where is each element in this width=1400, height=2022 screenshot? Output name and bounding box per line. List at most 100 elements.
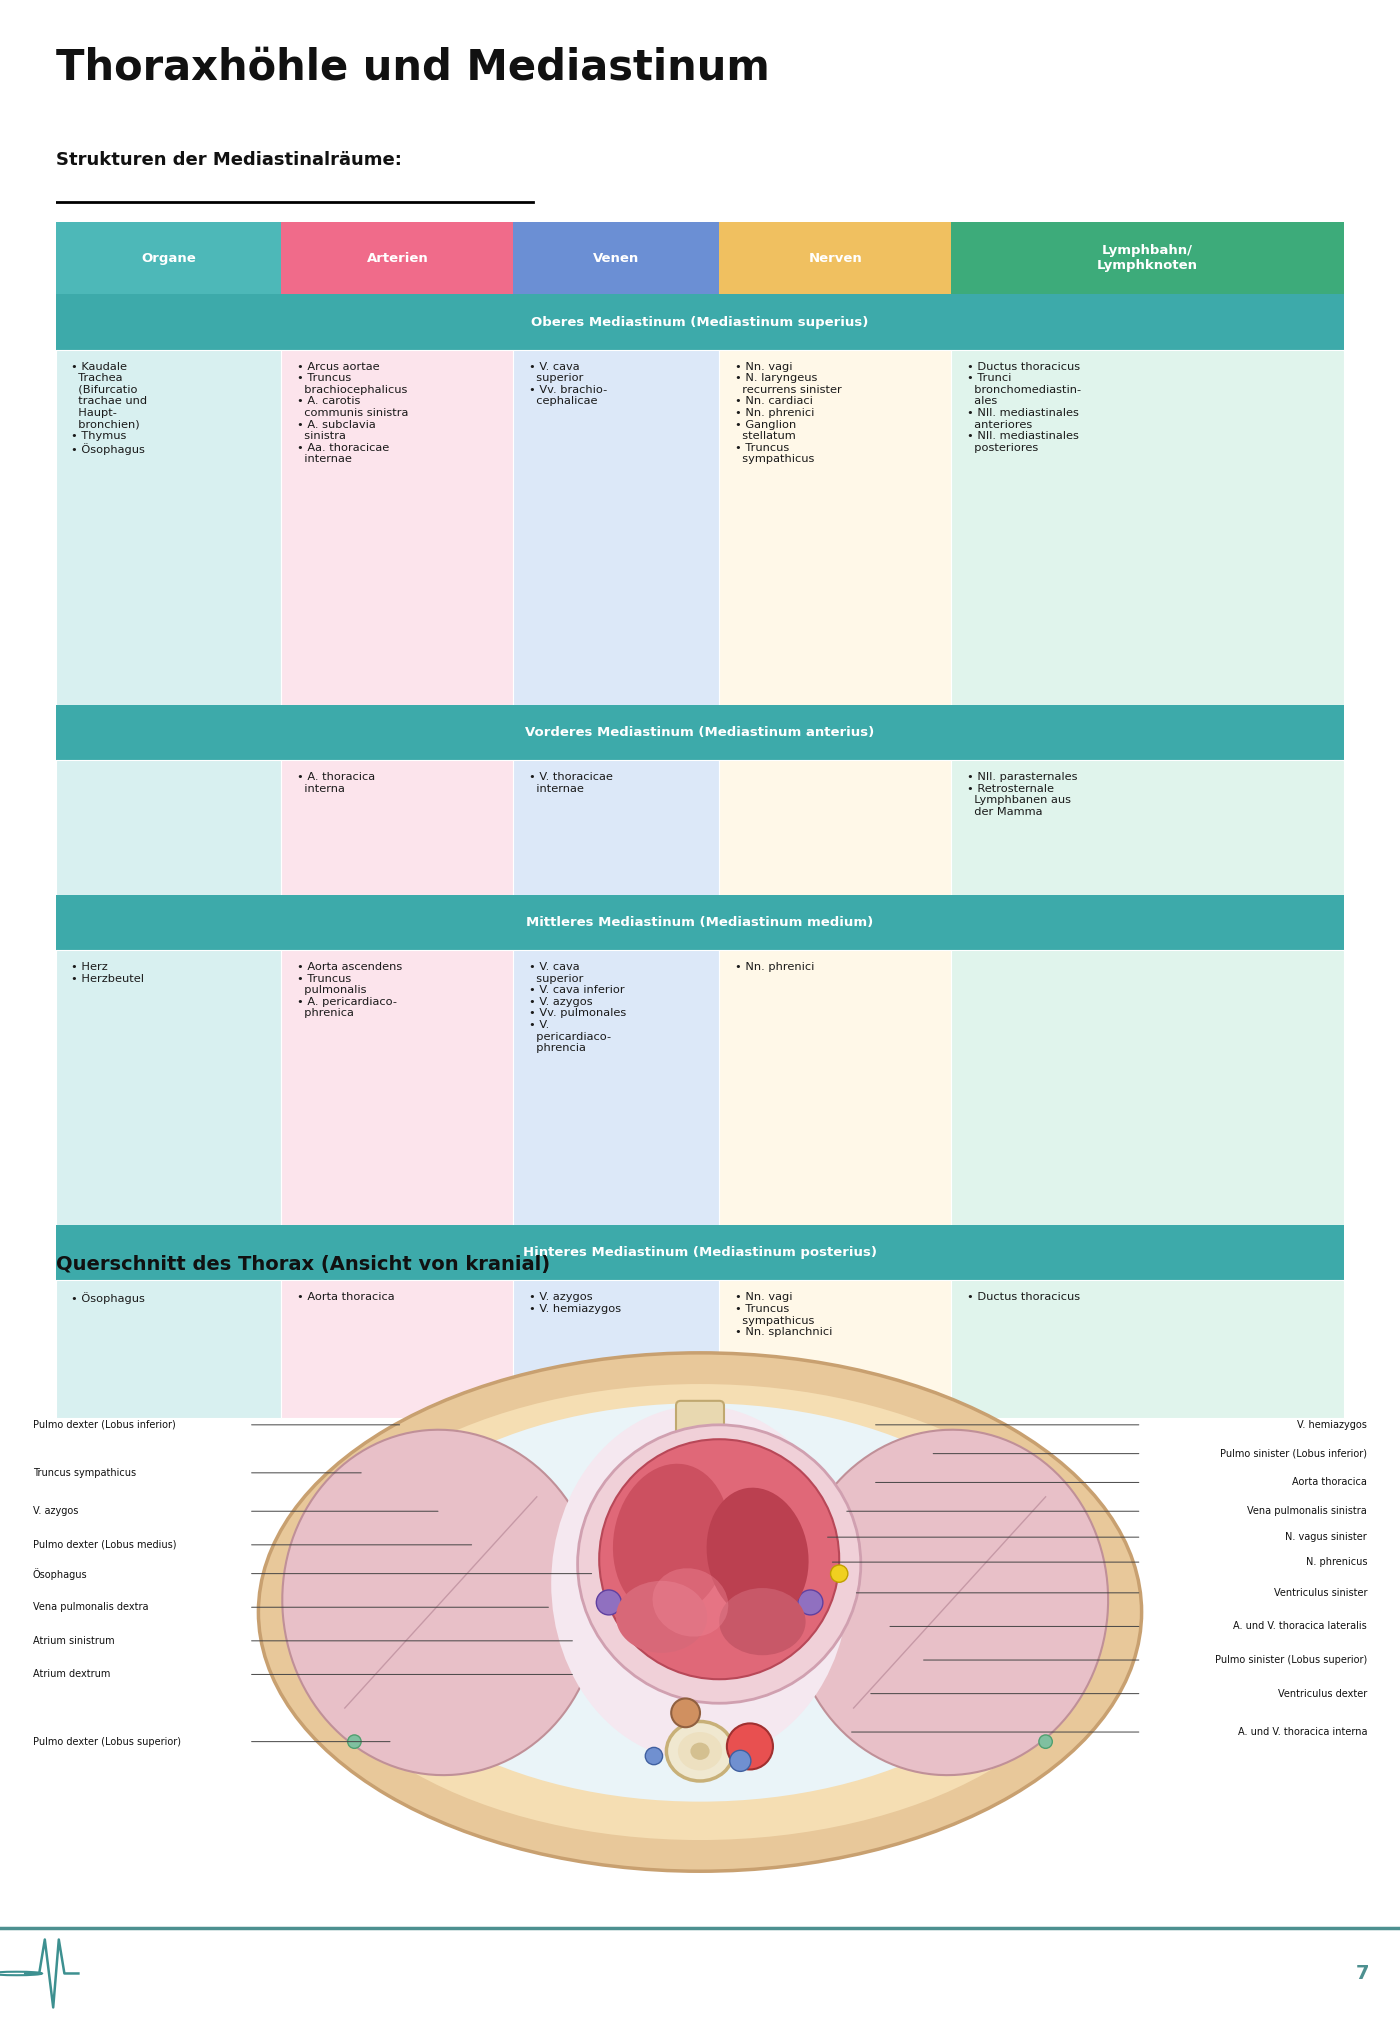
- Text: Thoraxhöhle und Mediastinum: Thoraxhöhle und Mediastinum: [56, 47, 770, 89]
- Ellipse shape: [599, 1440, 839, 1678]
- FancyBboxPatch shape: [281, 760, 514, 896]
- Text: Oberes Mediastinum (Mediastinum superius): Oberes Mediastinum (Mediastinum superius…: [532, 315, 868, 328]
- Text: • V. thoracicae
  internae: • V. thoracicae internae: [529, 772, 613, 793]
- Text: • Nn. vagi
• Truncus
  sympathicus
• Nn. splanchnici: • Nn. vagi • Truncus sympathicus • Nn. s…: [735, 1292, 832, 1337]
- FancyBboxPatch shape: [56, 950, 281, 1225]
- Text: • Herz
• Herzbeutel: • Herz • Herzbeutel: [71, 962, 144, 983]
- Circle shape: [727, 1723, 773, 1769]
- FancyBboxPatch shape: [720, 1280, 951, 1419]
- Ellipse shape: [259, 1353, 1141, 1870]
- Ellipse shape: [720, 1587, 805, 1656]
- Circle shape: [671, 1698, 700, 1727]
- Circle shape: [1039, 1735, 1053, 1749]
- FancyBboxPatch shape: [951, 760, 1344, 896]
- Text: A. und V. thoracica interna: A. und V. thoracica interna: [1238, 1727, 1368, 1737]
- FancyBboxPatch shape: [281, 950, 514, 1225]
- Text: Vena pulmonalis sinistra: Vena pulmonalis sinistra: [1247, 1506, 1368, 1516]
- FancyBboxPatch shape: [281, 222, 514, 295]
- Ellipse shape: [578, 1426, 861, 1703]
- FancyBboxPatch shape: [951, 950, 1344, 1225]
- Ellipse shape: [297, 1383, 1103, 1840]
- Text: Pulmo sinister (Lobus inferior): Pulmo sinister (Lobus inferior): [1221, 1448, 1368, 1458]
- Ellipse shape: [678, 1733, 722, 1771]
- Text: A. und V. thoracica lateralis: A. und V. thoracica lateralis: [1233, 1622, 1368, 1632]
- FancyBboxPatch shape: [56, 295, 1344, 350]
- Text: Pulmo sinister (Lobus superior): Pulmo sinister (Lobus superior): [1215, 1656, 1368, 1664]
- Text: • Ösophagus: • Ösophagus: [71, 1292, 146, 1304]
- Ellipse shape: [791, 1430, 1109, 1775]
- Text: Ösophagus: Ösophagus: [32, 1567, 87, 1579]
- Text: Ventriculus dexter: Ventriculus dexter: [1278, 1688, 1368, 1698]
- Text: Organe: Organe: [141, 253, 196, 265]
- FancyBboxPatch shape: [56, 760, 281, 896]
- Text: N. vagus sinister: N. vagus sinister: [1285, 1533, 1368, 1543]
- Text: • Nll. parasternales
• Retrosternale
  Lymphbanen aus
  der Mamma: • Nll. parasternales • Retrosternale Lym…: [966, 772, 1077, 817]
- Ellipse shape: [690, 1743, 710, 1759]
- Text: • V. azygos
• V. hemiazygos: • V. azygos • V. hemiazygos: [529, 1292, 620, 1314]
- Circle shape: [798, 1589, 823, 1616]
- Text: Hinteres Mediastinum (Mediastinum posterius): Hinteres Mediastinum (Mediastinum poster…: [524, 1246, 876, 1260]
- Text: Vorderes Mediastinum (Mediastinum anterius): Vorderes Mediastinum (Mediastinum anteri…: [525, 726, 875, 738]
- Text: Strukturen der Mediastinalräume:: Strukturen der Mediastinalräume:: [56, 152, 402, 170]
- FancyBboxPatch shape: [281, 1280, 514, 1419]
- Text: Mittleres Mediastinum (Mediastinum medium): Mittleres Mediastinum (Mediastinum mediu…: [526, 916, 874, 928]
- Text: • Kaudale
  Trachea
  (Bifurcatio
  trachae und
  Haupt-
  bronchien)
• Thymus
•: • Kaudale Trachea (Bifurcatio trachae un…: [71, 362, 147, 455]
- Text: Atrium sinistrum: Atrium sinistrum: [32, 1636, 115, 1646]
- Ellipse shape: [552, 1405, 848, 1761]
- Text: • V. cava
  superior
• Vv. brachio-
  cephalicae: • V. cava superior • Vv. brachio- cephal…: [529, 362, 608, 406]
- Text: Lymphbahn/
Lymphknoten: Lymphbahn/ Lymphknoten: [1098, 245, 1198, 273]
- Text: • Nn. phrenici: • Nn. phrenici: [735, 962, 815, 973]
- FancyBboxPatch shape: [951, 1280, 1344, 1419]
- Text: 7: 7: [1355, 1963, 1369, 1984]
- Text: • A. thoracica
  interna: • A. thoracica interna: [297, 772, 375, 793]
- FancyBboxPatch shape: [720, 350, 951, 706]
- FancyBboxPatch shape: [720, 222, 951, 295]
- FancyBboxPatch shape: [56, 350, 281, 706]
- FancyBboxPatch shape: [951, 222, 1344, 295]
- Text: • Aorta ascendens
• Truncus
  pulmonalis
• A. pericardiaco-
  phrenica: • Aorta ascendens • Truncus pulmonalis •…: [297, 962, 402, 1019]
- Text: Vena pulmonalis dextra: Vena pulmonalis dextra: [32, 1601, 148, 1612]
- FancyBboxPatch shape: [56, 1225, 1344, 1280]
- FancyBboxPatch shape: [514, 1280, 720, 1419]
- Circle shape: [729, 1751, 750, 1771]
- Text: V. azygos: V. azygos: [32, 1506, 78, 1516]
- Circle shape: [645, 1747, 662, 1765]
- Text: Venen: Venen: [594, 253, 640, 265]
- Text: Ventriculus sinister: Ventriculus sinister: [1274, 1587, 1368, 1597]
- Text: Arterien: Arterien: [367, 253, 428, 265]
- Circle shape: [830, 1565, 848, 1583]
- Text: • V. cava
  superior
• V. cava inferior
• V. azygos
• Vv. pulmonales
• V.
  peri: • V. cava superior • V. cava inferior • …: [529, 962, 626, 1053]
- Text: Nerven: Nerven: [808, 253, 862, 265]
- FancyBboxPatch shape: [56, 1280, 281, 1419]
- Text: • Aorta thoracica: • Aorta thoracica: [297, 1292, 395, 1302]
- Text: Querschnitt des Thorax (Ansicht von kranial): Querschnitt des Thorax (Ansicht von kran…: [56, 1256, 550, 1274]
- Text: Aorta thoracica: Aorta thoracica: [1292, 1478, 1368, 1488]
- Text: • Ductus thoracicus: • Ductus thoracicus: [966, 1292, 1079, 1302]
- Text: • Nn. vagi
• N. laryngeus
  recurrens sinister
• Nn. cardiaci
• Nn. phrenici
• G: • Nn. vagi • N. laryngeus recurrens sini…: [735, 362, 841, 465]
- Text: Truncus sympathicus: Truncus sympathicus: [32, 1468, 136, 1478]
- FancyBboxPatch shape: [56, 706, 1344, 760]
- Text: Pulmo dexter (Lobus medius): Pulmo dexter (Lobus medius): [32, 1541, 176, 1549]
- Ellipse shape: [666, 1721, 734, 1781]
- FancyBboxPatch shape: [951, 350, 1344, 706]
- Text: Pulmo dexter (Lobus superior): Pulmo dexter (Lobus superior): [32, 1737, 181, 1747]
- Text: Atrium dextrum: Atrium dextrum: [32, 1670, 111, 1680]
- FancyBboxPatch shape: [281, 350, 514, 706]
- FancyBboxPatch shape: [56, 896, 1344, 950]
- Ellipse shape: [652, 1569, 728, 1636]
- FancyBboxPatch shape: [514, 950, 720, 1225]
- Ellipse shape: [350, 1403, 1050, 1802]
- Circle shape: [596, 1589, 622, 1616]
- FancyBboxPatch shape: [514, 760, 720, 896]
- Text: N. phrenicus: N. phrenicus: [1306, 1557, 1368, 1567]
- Text: V. hemiazygos: V. hemiazygos: [1298, 1419, 1368, 1430]
- FancyBboxPatch shape: [56, 222, 281, 295]
- Ellipse shape: [616, 1581, 707, 1652]
- Ellipse shape: [707, 1488, 809, 1622]
- Text: Pulmo dexter (Lobus inferior): Pulmo dexter (Lobus inferior): [32, 1419, 175, 1430]
- Text: • Ductus thoracicus
• Trunci
  bronchomediastin-
  ales
• Nll. mediastinales
  a: • Ductus thoracicus • Trunci bronchomedi…: [966, 362, 1081, 453]
- Circle shape: [347, 1735, 361, 1749]
- FancyBboxPatch shape: [514, 350, 720, 706]
- Ellipse shape: [613, 1464, 729, 1616]
- FancyBboxPatch shape: [514, 222, 720, 295]
